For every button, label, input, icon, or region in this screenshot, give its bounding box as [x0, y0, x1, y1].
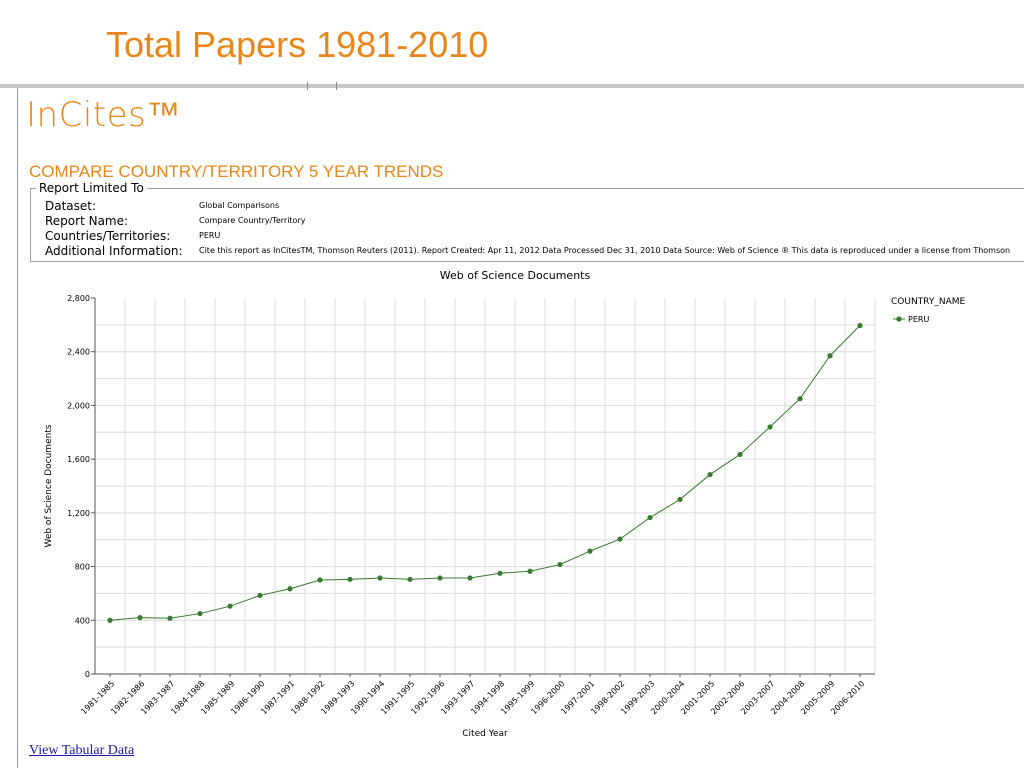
window-divider-tick	[336, 82, 337, 90]
window-left-border	[17, 88, 18, 768]
y-tick-label: 400	[75, 616, 90, 625]
info-label: Report Name:	[45, 214, 129, 228]
series-line	[109, 325, 861, 621]
legend-swatch-marker	[896, 316, 902, 322]
data-point	[407, 576, 413, 582]
info-label: Additional Information:	[45, 244, 183, 258]
data-point	[137, 615, 143, 621]
data-point	[737, 451, 743, 458]
data-point	[677, 496, 683, 503]
y-tick-label: 1,200	[67, 509, 90, 518]
info-value: Compare Country/Territory	[199, 216, 306, 225]
window-divider-tick	[307, 82, 308, 90]
slide-title: Total Papers 1981-2010	[106, 24, 489, 65]
chart-title: Web of Science Documents	[440, 269, 591, 282]
data-point	[197, 610, 203, 617]
y-tick-label: 0	[85, 670, 90, 679]
data-point	[467, 575, 473, 581]
data-point	[497, 570, 503, 576]
data-point	[377, 575, 383, 581]
report-limits-box	[30, 188, 1024, 262]
y-tick-label: 1,600	[67, 455, 90, 464]
data-point	[107, 617, 113, 623]
legend-entry: PERU	[908, 315, 929, 324]
report-heading: COMPARE COUNTRY/TERRITORY 5 YEAR TRENDS	[29, 162, 444, 181]
data-point	[647, 514, 653, 521]
window-top-bar	[0, 84, 1024, 88]
data-point	[257, 592, 263, 599]
info-value: Global Comparisons	[199, 201, 280, 210]
data-point	[617, 536, 623, 542]
data-point	[167, 615, 173, 621]
data-point	[557, 561, 563, 568]
view-tabular-data-link[interactable]: View Tabular Data	[29, 743, 135, 758]
data-point	[707, 471, 713, 478]
y-tick-label: 800	[75, 563, 90, 572]
y-tick-label: 2,400	[67, 348, 90, 357]
data-point	[227, 603, 233, 609]
data-point	[797, 396, 803, 402]
data-point	[347, 576, 353, 582]
data-point	[767, 424, 773, 430]
info-label: Dataset:	[45, 199, 97, 213]
data-point	[527, 568, 533, 574]
data-point	[857, 322, 863, 329]
x-axis-label: Cited Year	[462, 729, 508, 739]
y-tick-label: 2,800	[67, 294, 90, 303]
y-axis-label: Web of Science Documents	[44, 424, 54, 547]
line-chart: Web of Science Documents 0 400 800 1,200 1,60…	[44, 269, 966, 739]
info-label: Countries/Territories:	[45, 229, 171, 243]
data-point	[827, 353, 833, 359]
legend-title: COUNTRY_NAME	[891, 297, 966, 307]
incites-logo: InCites™	[26, 95, 181, 135]
info-value: PERU	[199, 231, 221, 240]
data-point	[317, 577, 323, 583]
data-point	[287, 586, 293, 592]
y-tick-label: 2,000	[67, 401, 90, 410]
info-value: Cite this report as InCitesTM, Thomson R…	[199, 246, 1011, 255]
data-point	[587, 548, 593, 554]
data-point	[437, 575, 443, 581]
report-limits-legend: Report Limited To	[36, 181, 147, 195]
